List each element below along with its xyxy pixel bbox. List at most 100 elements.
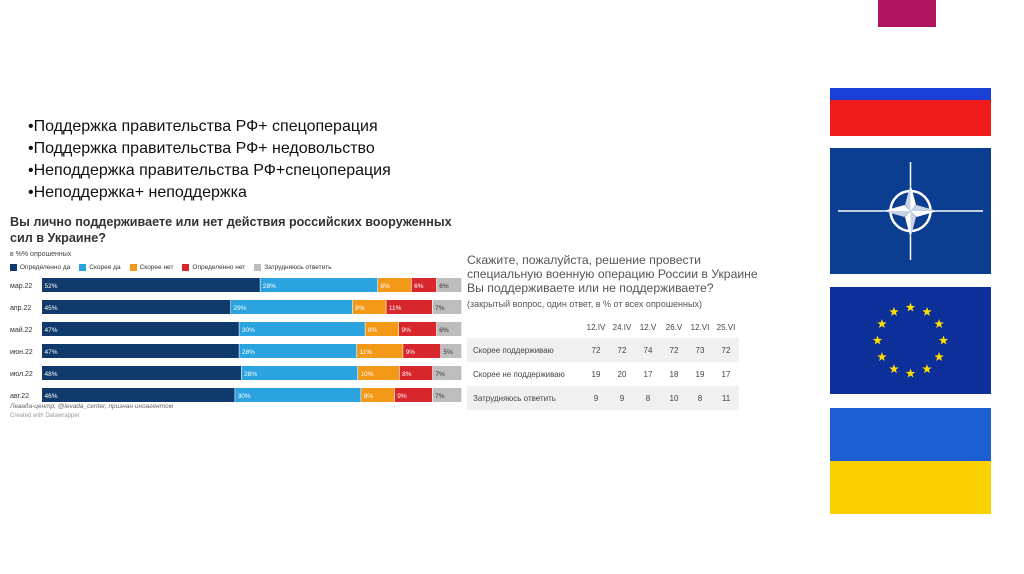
eu-star-icon (934, 319, 944, 329)
legend-swatch (79, 264, 87, 271)
eu-star-icon (922, 306, 932, 316)
survey-table: 12.IV 24.IV 12.V 26.V 12.VI 25.VI Скорее подде… (467, 323, 739, 410)
bar-segment (394, 388, 432, 402)
table-column-header: 12.VI (690, 323, 710, 332)
table-cell: 72 (609, 338, 635, 362)
russia-flag-icon (830, 64, 991, 136)
table-cell: 17 (721, 369, 731, 379)
bar-value-label: 8% (402, 371, 412, 378)
eu-star-icon (934, 352, 944, 362)
bar-segment (42, 388, 235, 402)
legend-label: Скорее нет (139, 264, 174, 271)
table-cell: 11 (713, 386, 739, 410)
bar-value-label: 7% (435, 371, 445, 378)
bar-segment (358, 366, 400, 380)
bar-segment (411, 278, 437, 292)
table-column-header: 12.IV (586, 323, 606, 332)
table-cell: 72 (713, 338, 739, 362)
chart-source-note: Левада-центр, @levada_center, признан ин… (10, 403, 174, 410)
bar-value-label: 7% (435, 393, 445, 400)
table-cell: 19 (695, 369, 705, 379)
bar-value-label: 47% (45, 327, 58, 334)
bar-segment (231, 300, 353, 314)
eu-star-icon (872, 335, 883, 345)
legend-swatch (182, 264, 190, 271)
bar-value-label: 9% (406, 349, 416, 356)
legend-entry: Скорее да (79, 264, 121, 271)
table-cell: 8 (635, 386, 661, 410)
eu-star-icon (905, 302, 916, 312)
accent-rectangle (878, 0, 936, 27)
ukraine-flag-icon (830, 408, 991, 514)
legend-swatch (129, 264, 137, 271)
eu-star-icon (922, 364, 932, 374)
legend-label: Определенно да (20, 264, 71, 271)
table-row-label: Скорее не поддерживаю (473, 369, 565, 379)
table-row: Скорее поддерживаю 72 72 74 72 73 72 (467, 338, 739, 362)
table-row: Затрудняюсь ответить 9 9 8 10 8 11 (467, 386, 739, 410)
bar-segment (235, 388, 361, 402)
bar-chart-plot: мар.22 52% 28% 8% 6% 6% апр.22 45% 29% 8% 11% 7% май… (10, 278, 462, 402)
chart-title: Вы лично поддерживаете или нет действия … (10, 215, 452, 245)
table-cell: 72 (661, 338, 687, 362)
bar-segment (352, 300, 386, 314)
table-cell: 10 (661, 386, 687, 410)
bar-value-label: 10% (361, 371, 374, 378)
table-column-header: 25.VI (716, 323, 736, 332)
bar-segment (361, 388, 395, 402)
bullet-item: •Поддержка правительства РФ+ спецопераци… (28, 118, 378, 135)
bar-value-label: 48% (45, 371, 58, 378)
bar-segment (42, 344, 239, 358)
bar-segment (357, 344, 403, 358)
bar-value-label: 46% (45, 393, 58, 400)
legend-swatch (254, 264, 262, 271)
bar-value-label: 28% (242, 349, 255, 356)
bullet-item: •Поддержка правительства РФ+ недовольств… (28, 140, 375, 157)
table-cell: 74 (635, 338, 661, 362)
bar-segment (432, 388, 462, 402)
bar-value-label: 6% (439, 327, 449, 334)
category-label: авг.22 (10, 393, 29, 400)
bar-value-label: 29% (234, 305, 247, 312)
table-column-header: 26.V (665, 323, 683, 332)
bullet-item: •Неподдержка+ неподдержка (28, 184, 247, 201)
bar-segment (260, 278, 378, 292)
bullet-list: •Поддержка правительства РФ+ спецопераци… (28, 116, 498, 204)
bar-segment (42, 366, 242, 380)
eu-star-icon (889, 364, 899, 374)
bar-value-label: 52% (45, 283, 58, 290)
table-subtitle: (закрытый вопрос, один ответ, в % от все… (467, 299, 702, 309)
bar-value-label: 7% (435, 305, 445, 312)
bar-value-label: 8% (364, 393, 374, 400)
bar-segment (42, 278, 260, 292)
table-row: Скорее не поддерживаю 19 20 17 18 19 17 (467, 362, 739, 386)
table-cell: 8 (687, 386, 713, 410)
category-label: апр.22 (10, 305, 31, 312)
bar-value-label: 6% (414, 283, 424, 290)
eu-star-icon (877, 319, 887, 329)
table-cell: 20 (617, 369, 627, 379)
legend-entry: Определенно да (10, 264, 70, 271)
nato-flag-icon (830, 148, 991, 274)
legend-entry: Скорее нет (129, 264, 174, 271)
bar-segment (399, 322, 437, 336)
table-cell: 72 (583, 338, 609, 362)
chart-legend: Определенно да Скорее да Скорее нет Определ… (10, 264, 462, 271)
table-cell: 9 (609, 386, 635, 410)
table-cell: 18 (669, 369, 679, 379)
bar-value-label: 28% (263, 283, 276, 290)
eu-star-icon (938, 335, 949, 345)
eu-star-icon (889, 306, 899, 316)
legend-label: Затрудняюсь ответить (264, 264, 332, 271)
legend-label: Определенно нет (192, 264, 246, 271)
bar-segment (239, 344, 357, 358)
bar-segment (365, 322, 399, 336)
table-question-title: Скажите, пожалуйста, решение провести сп… (467, 253, 758, 295)
bar-value-label: 11% (389, 305, 402, 312)
category-label: июн.22 (10, 349, 33, 356)
category-label: мар.22 (10, 283, 32, 290)
legend-entry: Определенно нет (182, 264, 245, 271)
table-row-label: Скорее поддерживаю (467, 338, 583, 362)
table-column-header: 24.IV (612, 323, 632, 332)
category-label: июл.22 (10, 371, 33, 378)
